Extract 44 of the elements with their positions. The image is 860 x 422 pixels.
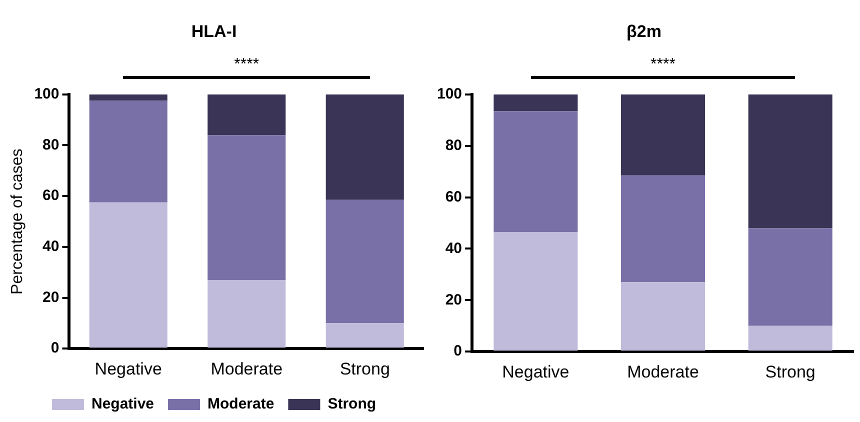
y-tick-label: 40 xyxy=(445,240,462,257)
x-tick-label: Negative xyxy=(94,359,162,378)
bar xyxy=(326,323,404,348)
bar xyxy=(748,228,832,326)
y-axis-title: Percentage of cases xyxy=(9,148,26,294)
bar xyxy=(89,202,168,348)
bar xyxy=(494,94,578,112)
bar xyxy=(494,232,578,351)
x-tick-label: Moderate xyxy=(210,359,283,378)
y-tick-label: 80 xyxy=(42,136,60,154)
bar xyxy=(326,94,404,200)
y-tick-label: 20 xyxy=(42,288,60,306)
bar xyxy=(620,94,706,176)
bar xyxy=(620,282,706,351)
legend-label: Moderate xyxy=(208,396,274,413)
bar xyxy=(208,280,286,348)
y-tick-label: 100 xyxy=(34,86,60,103)
bar xyxy=(89,94,168,101)
chart-title: β2m xyxy=(626,22,662,41)
bar xyxy=(208,94,286,136)
y-tick-label: 80 xyxy=(445,136,462,154)
bar xyxy=(89,100,168,202)
y-tick-label: 0 xyxy=(454,342,462,360)
bar xyxy=(620,175,706,282)
x-tick-label: Strong xyxy=(340,359,390,378)
y-tick-label: 0 xyxy=(50,340,60,357)
y-tick-label: 20 xyxy=(445,291,462,308)
bar xyxy=(748,326,832,351)
x-tick-label: Strong xyxy=(765,362,816,382)
bar xyxy=(326,200,404,324)
legend-label: Strong xyxy=(328,396,376,413)
x-tick-label: Moderate xyxy=(627,362,699,382)
y-tick-label: 60 xyxy=(42,187,60,204)
x-tick-label: Negative xyxy=(502,362,570,382)
legend-label: Negative xyxy=(91,396,154,413)
chart-title: HLA-I xyxy=(191,22,237,41)
y-tick-label: 40 xyxy=(42,238,60,256)
bar xyxy=(208,135,286,280)
y-tick-label: 100 xyxy=(436,86,462,103)
bar xyxy=(494,111,578,232)
text: **** xyxy=(650,56,676,73)
text: **** xyxy=(234,56,260,73)
y-tick-label: 60 xyxy=(445,188,462,206)
bar xyxy=(748,94,832,228)
